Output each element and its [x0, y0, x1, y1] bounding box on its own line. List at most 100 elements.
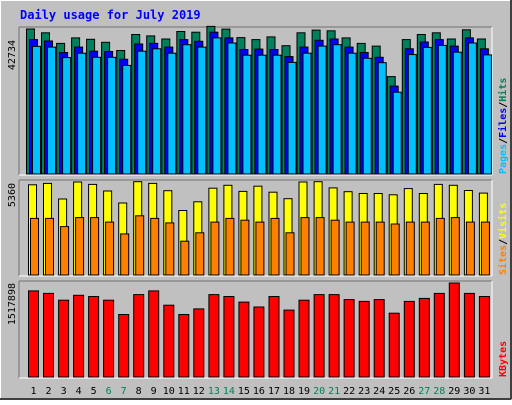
bar-kbytes-day-9	[148, 290, 160, 378]
bar-pages-day-18	[287, 61, 297, 175]
bar-sites-day-6	[105, 221, 115, 276]
day-label-26: 26	[403, 386, 415, 397]
day-label-21: 21	[328, 386, 340, 397]
axis-max-label: 5360	[7, 183, 18, 207]
day-label-16: 16	[253, 386, 265, 397]
bar-kbytes-day-10	[163, 304, 175, 378]
day-label-2: 2	[45, 386, 51, 397]
bar-kbytes-day-11	[178, 314, 190, 378]
day-label-10: 10	[163, 386, 175, 397]
day-label-22: 22	[343, 386, 355, 397]
bar-pages-day-30	[467, 42, 477, 175]
bar-pages-day-10	[167, 52, 177, 175]
bar-sites-day-11	[180, 240, 190, 276]
day-label-31: 31	[478, 386, 490, 397]
bar-pages-day-5	[92, 56, 102, 175]
day-label-20: 20	[313, 386, 325, 397]
bar-kbytes-day-18	[283, 309, 295, 378]
bar-pages-day-1	[32, 45, 41, 175]
bar-pages-day-12	[197, 46, 207, 175]
bar-pages-day-24	[377, 62, 387, 175]
day-label-4: 4	[76, 386, 82, 397]
bar-kbytes-day-26	[403, 300, 415, 378]
bar-sites-day-25	[390, 223, 400, 276]
bar-sites-day-10	[165, 222, 175, 276]
day-label-25: 25	[388, 386, 400, 397]
series-pages	[32, 37, 492, 175]
bar-kbytes-day-30	[463, 292, 475, 378]
bar-sites-day-18	[285, 232, 295, 276]
bar-kbytes-day-16	[253, 306, 265, 378]
axis-max-label: 1517898	[7, 283, 18, 325]
bar-kbytes-day-14	[223, 296, 235, 378]
bar-pages-day-31	[482, 54, 492, 175]
bar-sites-day-5	[90, 217, 100, 276]
day-label-1: 1	[30, 386, 36, 397]
bar-kbytes-day-8	[133, 294, 145, 378]
bar-pages-day-25	[392, 91, 402, 175]
bar-kbytes-day-28	[433, 292, 445, 378]
day-label-5: 5	[91, 386, 97, 397]
axis-max-label: 42734	[7, 40, 18, 70]
bar-kbytes-day-1	[28, 290, 39, 378]
bar-pages-day-28	[437, 44, 447, 175]
bar-kbytes-day-13	[208, 294, 220, 378]
day-label-11: 11	[178, 386, 190, 397]
day-label-15: 15	[238, 386, 250, 397]
legend-entry: /	[498, 102, 509, 108]
legend-entry: /	[498, 138, 509, 144]
bar-sites-day-30	[465, 221, 475, 276]
bar-sites-day-1	[30, 217, 39, 276]
bar-sites-day-14	[225, 217, 235, 276]
legend-entry: Pages	[498, 144, 509, 174]
day-label-23: 23	[358, 386, 370, 397]
day-label-29: 29	[448, 386, 460, 397]
legend-entry: Hits	[497, 78, 509, 102]
bar-pages-day-19	[302, 52, 312, 175]
day-label-18: 18	[283, 386, 295, 397]
legend-entry: Visits	[497, 203, 509, 239]
bar-sites-day-22	[345, 221, 355, 276]
legend-entry: Sites	[497, 245, 509, 275]
bar-pages-day-11	[182, 44, 192, 175]
bar-sites-day-7	[120, 233, 130, 276]
day-label-6: 6	[106, 386, 112, 397]
bar-kbytes-day-25	[388, 312, 400, 378]
bar-kbytes-day-6	[103, 299, 115, 378]
bar-sites-day-9	[150, 217, 160, 276]
bar-sites-day-16	[255, 221, 265, 276]
bar-pages-day-13	[212, 37, 222, 175]
bar-kbytes-day-12	[193, 308, 205, 378]
legend-entry: /	[498, 239, 509, 245]
day-label-7: 7	[121, 386, 127, 397]
bar-pages-day-20	[317, 45, 327, 175]
bar-pages-day-16	[257, 54, 267, 175]
bar-kbytes-day-22	[343, 299, 355, 378]
bar-kbytes-day-29	[448, 282, 460, 378]
bar-pages-day-3	[62, 57, 72, 175]
series-kbytes	[28, 282, 490, 378]
panel-2: 5360 Sites/Visits	[7, 179, 509, 277]
bar-pages-day-7	[122, 64, 132, 175]
panel-legend: KBytes	[498, 341, 509, 377]
bar-pages-day-4	[77, 52, 87, 175]
panel-3: 1517898 KBytes	[7, 280, 509, 379]
day-label-30: 30	[463, 386, 475, 397]
panel-legend: Sites/Visits	[497, 203, 509, 275]
day-labels: 1 2 3 4 5 6 7 8 9 10 11 12 13 14 15 16 17 18 19 20 21 22 23 24 2…	[30, 386, 490, 397]
day-label-13: 13	[208, 386, 220, 397]
day-label-8: 8	[136, 386, 142, 397]
bar-kbytes-day-31	[478, 296, 490, 378]
bar-kbytes-day-5	[88, 296, 100, 378]
bar-sites-day-17	[270, 217, 280, 276]
bar-pages-day-17	[272, 54, 282, 175]
chart-title: Daily usage for July 2019	[20, 8, 201, 22]
day-label-14: 14	[223, 386, 235, 397]
bar-sites-day-4	[75, 217, 85, 276]
bar-pages-day-27	[422, 46, 432, 175]
bar-sites-day-29	[450, 217, 460, 276]
bar-pages-day-29	[452, 51, 462, 175]
